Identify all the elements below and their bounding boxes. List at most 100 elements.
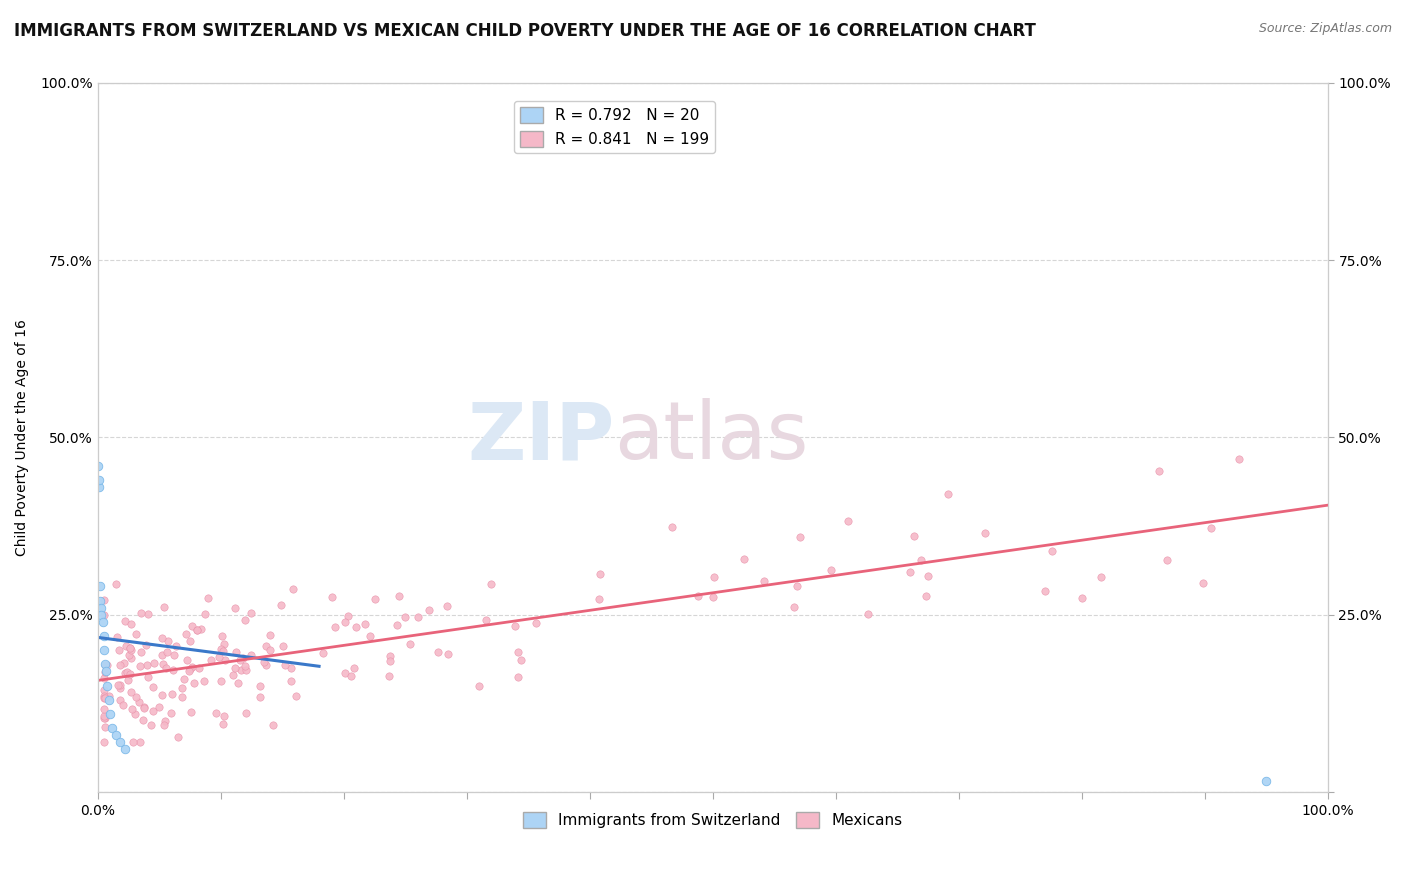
Point	[903, 529, 925, 543]
Point	[143, 656, 166, 670]
Point	[378, 669, 401, 683]
Point	[93, 658, 115, 673]
Point	[354, 617, 377, 632]
Point	[1256, 774, 1278, 789]
Point	[172, 681, 194, 696]
Point	[129, 735, 152, 749]
Point	[190, 623, 212, 637]
Point	[93, 683, 115, 698]
Point	[688, 589, 710, 603]
Point	[176, 627, 198, 641]
Point	[254, 658, 277, 673]
Point	[96, 657, 118, 672]
Point	[120, 650, 142, 665]
Point	[107, 642, 129, 657]
Point	[1071, 591, 1094, 605]
Point	[129, 606, 152, 620]
Point	[93, 690, 115, 704]
Point	[177, 664, 200, 678]
Point	[153, 714, 176, 729]
Point	[506, 670, 529, 684]
Point	[271, 640, 294, 654]
Point	[506, 645, 529, 659]
Point	[148, 700, 170, 714]
Point	[132, 699, 155, 714]
Point	[224, 661, 246, 675]
Point	[188, 661, 211, 675]
Point	[467, 679, 489, 693]
Point	[385, 618, 408, 632]
Point	[588, 592, 610, 607]
Point	[270, 598, 292, 612]
Point	[200, 653, 222, 667]
Point	[93, 690, 115, 705]
Point	[221, 667, 243, 681]
Point	[125, 627, 148, 641]
Point	[155, 661, 177, 675]
Point	[118, 648, 141, 662]
Point	[87, 480, 110, 494]
Point	[233, 659, 256, 673]
Point	[589, 567, 612, 582]
Point	[914, 589, 936, 603]
Point	[121, 702, 143, 716]
Point	[343, 661, 366, 675]
Point	[125, 690, 148, 705]
Text: IMMIGRANTS FROM SWITZERLAND VS MEXICAN CHILD POVERTY UNDER THE AGE OF 16 CORRELA: IMMIGRANTS FROM SWITZERLAND VS MEXICAN C…	[14, 22, 1036, 40]
Point	[101, 721, 124, 735]
Point	[312, 646, 335, 660]
Point	[108, 735, 131, 749]
Point	[136, 658, 159, 673]
Point	[333, 665, 356, 680]
Point	[97, 693, 120, 707]
Point	[281, 582, 304, 596]
Point	[153, 717, 176, 731]
Point	[93, 735, 115, 749]
Point	[156, 645, 179, 659]
Point	[121, 685, 143, 699]
Point	[108, 678, 131, 692]
Point	[323, 620, 346, 634]
Point	[131, 645, 153, 659]
Point	[114, 666, 136, 681]
Point	[136, 670, 159, 684]
Point	[114, 614, 136, 628]
Point	[94, 691, 117, 706]
Point	[837, 514, 859, 528]
Point	[1033, 584, 1056, 599]
Point	[337, 609, 360, 624]
Point	[118, 641, 141, 656]
Point	[661, 520, 683, 534]
Point	[122, 735, 145, 749]
Point	[152, 657, 174, 671]
Point	[132, 700, 155, 714]
Point	[406, 610, 429, 624]
Point	[179, 634, 201, 648]
Point	[105, 630, 128, 644]
Point	[388, 590, 411, 604]
Point	[702, 570, 724, 584]
Point	[93, 608, 115, 623]
Point	[224, 600, 246, 615]
Point	[212, 644, 235, 658]
Point	[173, 672, 195, 686]
Point	[93, 711, 115, 725]
Point	[162, 663, 184, 677]
Text: ZIP: ZIP	[467, 399, 614, 476]
Point	[783, 600, 806, 615]
Point	[156, 634, 179, 648]
Point	[253, 655, 276, 669]
Point	[359, 630, 381, 644]
Point	[97, 689, 120, 703]
Point	[160, 706, 183, 720]
Point	[786, 579, 808, 593]
Point	[98, 706, 121, 721]
Point	[917, 569, 939, 583]
Point	[209, 642, 232, 657]
Point	[176, 653, 198, 667]
Point	[163, 648, 186, 663]
Point	[108, 681, 131, 695]
Point	[91, 615, 114, 629]
Point	[209, 673, 232, 688]
Point	[120, 642, 142, 657]
